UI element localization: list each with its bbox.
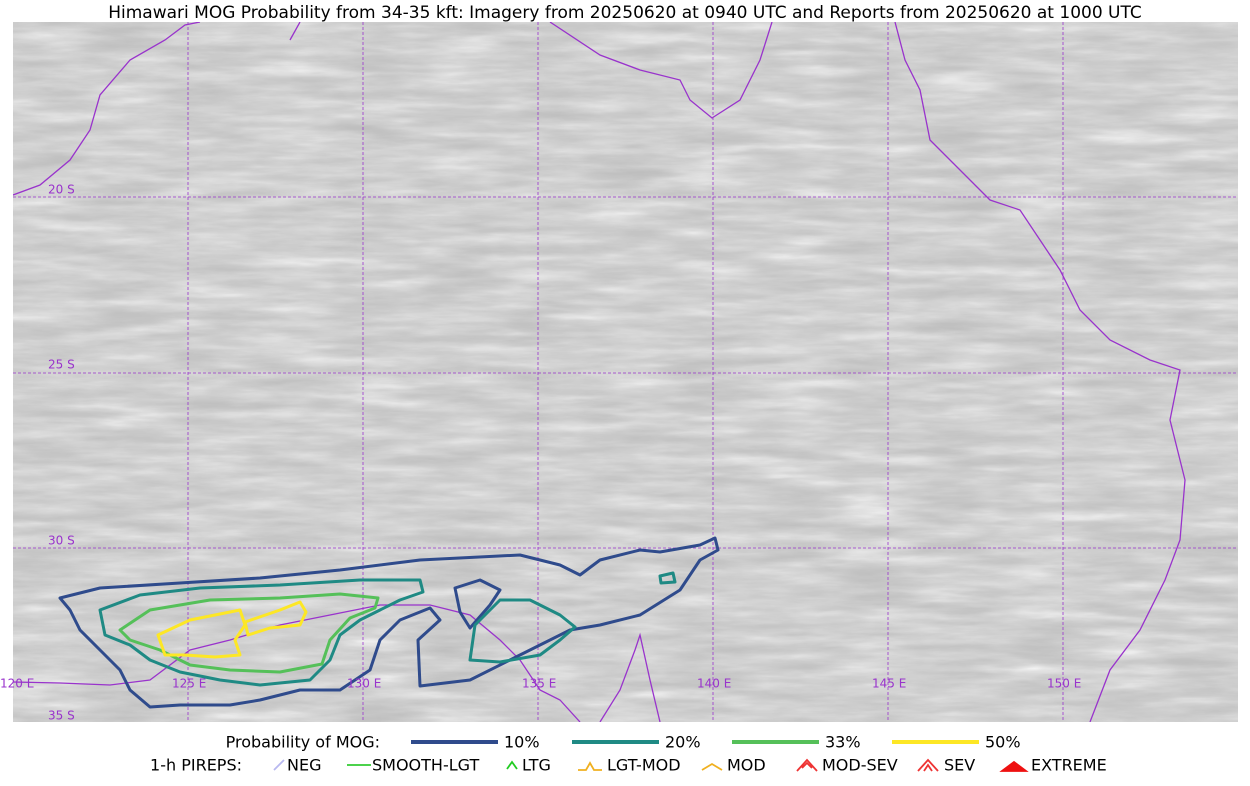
contour: [118, 592, 380, 674]
pirep-icon: [917, 758, 939, 772]
contour: [658, 571, 677, 585]
pirep-icon: [506, 760, 518, 770]
graticule-labels: 20 S 25 S 30 S 35 S 120 E 125 E 130 E 13…: [0, 183, 1081, 723]
contour: [468, 598, 577, 664]
lat-label: 20 S: [48, 183, 75, 197]
lat-label: 25 S: [48, 358, 75, 372]
lon-label: 145 E: [872, 677, 906, 691]
pirep-icon: [273, 759, 285, 771]
legend-label: LGT-MOD: [607, 756, 681, 775]
lon-label: 125 E: [172, 677, 206, 691]
contour: [453, 578, 502, 630]
pirep-icon: [578, 761, 602, 771]
lon-label: 130 E: [347, 677, 381, 691]
imagery-texture: [13, 22, 1238, 722]
lon-label: 120 E: [0, 677, 34, 691]
legend-label: EXTREME: [1031, 756, 1107, 775]
legend-label: 50%: [985, 733, 1021, 752]
legend-label: MOD-SEV: [822, 756, 898, 775]
contour: [243, 600, 308, 637]
coastline: [13, 22, 1186, 722]
lat-label: 35 S: [48, 709, 75, 723]
lon-label: 140 E: [697, 677, 731, 691]
mog-contours: [58, 536, 720, 709]
legend-label: LTG: [522, 756, 551, 775]
contour: [98, 578, 425, 687]
title: Himawari MOG Probability from 34-35 kft:…: [108, 3, 1142, 23]
legend-label: 10%: [504, 733, 540, 752]
legend-label: 20%: [665, 733, 701, 752]
legend: Probability of MOG: 1-h PIREPS: 10% 20% 33…: [150, 733, 1107, 775]
graticule: [13, 22, 1238, 722]
contour: [156, 608, 247, 659]
legend-label: SEV: [944, 756, 975, 775]
legend-label: SMOOTH-LGT: [372, 756, 479, 775]
legend-title: Probability of MOG:: [226, 733, 380, 752]
legend-label: 33%: [825, 733, 861, 752]
lon-label: 150 E: [1047, 677, 1081, 691]
legend-title: 1-h PIREPS:: [150, 756, 242, 775]
legend-label: MOD: [727, 756, 766, 775]
map: [13, 22, 1238, 722]
lat-label: 30 S: [48, 534, 75, 548]
pirep-icon: [999, 760, 1029, 772]
legend-label: NEG: [287, 756, 321, 775]
pirep-icon: [701, 762, 723, 771]
pirep-icon: [796, 758, 818, 772]
lon-label: 135 E: [522, 677, 556, 691]
contour: [58, 536, 720, 709]
